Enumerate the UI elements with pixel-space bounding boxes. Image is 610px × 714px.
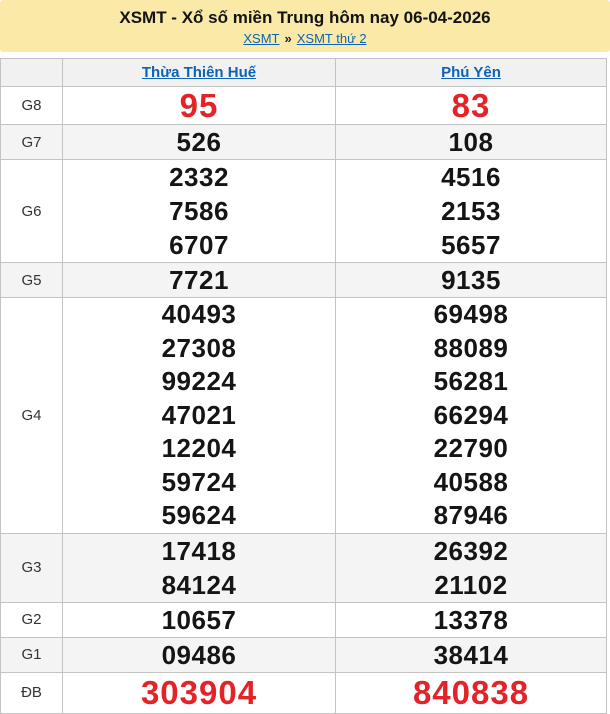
result-number: 7721 bbox=[169, 265, 229, 295]
page-title: XSMT - Xổ số miền Trung hôm nay 06-04-20… bbox=[119, 8, 491, 27]
result-number: 09486 bbox=[161, 639, 237, 670]
prize-column-corner bbox=[0, 58, 63, 87]
result-number: 10657 bbox=[161, 604, 237, 635]
prize-label: G3 bbox=[0, 532, 63, 603]
result-number: 2153 bbox=[441, 196, 501, 226]
breadcrumb: XSMT » XSMT thứ 2 bbox=[0, 31, 610, 47]
result-number: 66294 bbox=[433, 399, 509, 430]
table-row-g5: G5 7721 9135 bbox=[0, 262, 607, 298]
table-row-g3: G3 17418 84124 26392 21102 bbox=[0, 532, 607, 603]
number-cell: 2332 7586 6707 bbox=[62, 159, 336, 263]
number-cell: 17418 84124 bbox=[62, 532, 336, 603]
result-number: 21102 bbox=[434, 569, 508, 600]
result-number: 108 bbox=[448, 127, 494, 157]
result-number: 9135 bbox=[441, 265, 501, 295]
prize-label: G7 bbox=[0, 124, 63, 160]
result-number: 526 bbox=[176, 127, 222, 157]
number-cell: 38414 bbox=[335, 636, 607, 673]
result-number: 38414 bbox=[433, 639, 509, 670]
number-cell: 09486 bbox=[62, 636, 336, 673]
prize-label: G1 bbox=[0, 636, 63, 673]
result-number: 69498 bbox=[433, 299, 509, 329]
prize-label: G6 bbox=[0, 159, 63, 263]
result-number: 5657 bbox=[441, 230, 501, 260]
result-number: 27308 bbox=[161, 332, 237, 363]
number-cell: 108 bbox=[335, 124, 607, 160]
result-number: 13378 bbox=[433, 604, 509, 635]
table-row-g8: G8 95 83 bbox=[0, 86, 607, 125]
result-number: 26392 bbox=[433, 535, 509, 566]
result-number: 2332 bbox=[169, 162, 229, 192]
result-number: 17418 bbox=[161, 535, 237, 566]
result-number: 87946 bbox=[433, 500, 509, 530]
table-header-row: Thừa Thiên Huế Phú Yên bbox=[0, 58, 607, 87]
result-number: 56281 bbox=[433, 366, 509, 396]
table-row-g2: G2 10657 13378 bbox=[0, 601, 607, 638]
result-number: 40588 bbox=[433, 466, 509, 497]
number-cell: 4516 2153 5657 bbox=[335, 159, 607, 263]
page-header: XSMT - Xổ số miền Trung hôm nay 06-04-20… bbox=[0, 0, 610, 52]
result-number: 83 bbox=[451, 86, 491, 124]
table-row-g1: G1 09486 38414 bbox=[0, 636, 607, 673]
result-number: 84124 bbox=[161, 569, 237, 600]
table-row-g6: G6 2332 7586 6707 4516 2153 5657 bbox=[0, 159, 607, 263]
number-cell: 95 bbox=[62, 86, 336, 125]
number-cell: 9135 bbox=[335, 262, 607, 298]
number-cell: 26392 21102 bbox=[335, 532, 607, 603]
number-cell: 7721 bbox=[62, 262, 336, 298]
result-number: 59724 bbox=[161, 466, 237, 497]
breadcrumb-link-xsmt[interactable]: XSMT bbox=[243, 31, 280, 46]
result-number: 59624 bbox=[161, 500, 237, 530]
column-header-thua-thien-hue: Thừa Thiên Huế bbox=[62, 58, 336, 87]
breadcrumb-separator-icon: » bbox=[284, 31, 292, 46]
number-cell: 10657 bbox=[62, 601, 336, 638]
result-number: 47021 bbox=[161, 399, 237, 430]
result-number: 22790 bbox=[433, 433, 509, 463]
result-number: 88089 bbox=[433, 332, 509, 363]
number-cell: 40493 27308 99224 47021 12204 59724 5962… bbox=[62, 297, 336, 534]
number-cell: 69498 88089 56281 66294 22790 40588 8794… bbox=[335, 297, 607, 534]
prize-label: G5 bbox=[0, 262, 63, 298]
table-row-g4: G4 40493 27308 99224 47021 12204 59724 5… bbox=[0, 297, 607, 534]
breadcrumb-link-xsmt-thu-2[interactable]: XSMT thứ 2 bbox=[296, 31, 367, 46]
table-row-g7: G7 526 108 bbox=[0, 124, 607, 160]
result-number: 4516 bbox=[441, 162, 501, 192]
prize-label: G2 bbox=[0, 601, 63, 638]
number-cell: 526 bbox=[62, 124, 336, 160]
result-number: 12204 bbox=[161, 433, 237, 463]
province-link-thua-thien-hue[interactable]: Thừa Thiên Huế bbox=[141, 64, 257, 81]
result-number: 303904 bbox=[140, 673, 258, 711]
prize-label: G8 bbox=[0, 86, 63, 125]
result-number: 7586 bbox=[169, 196, 229, 226]
number-cell: 13378 bbox=[335, 601, 607, 638]
result-number: 40493 bbox=[161, 299, 237, 329]
prize-label: G4 bbox=[0, 297, 63, 534]
column-header-phu-yen: Phú Yên bbox=[335, 58, 607, 87]
number-cell: 83 bbox=[335, 86, 607, 125]
result-number: 95 bbox=[179, 86, 219, 124]
province-link-phu-yen[interactable]: Phú Yên bbox=[441, 64, 501, 81]
result-number: 6707 bbox=[169, 230, 229, 260]
result-number: 99224 bbox=[161, 366, 237, 396]
results-table: Thừa Thiên Huế Phú Yên G8 95 83 G7 526 1… bbox=[0, 58, 607, 714]
result-number: 840838 bbox=[412, 673, 530, 711]
